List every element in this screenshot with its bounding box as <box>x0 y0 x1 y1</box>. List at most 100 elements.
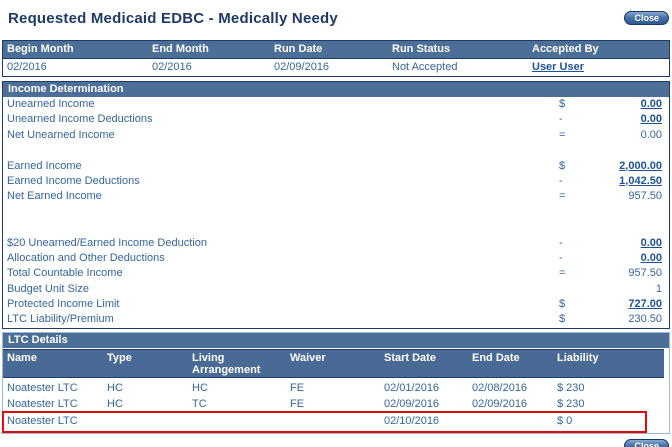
income-row-unearned: Unearned Income $ 0.00 <box>3 97 669 112</box>
row-label: LTC Liability/Premium <box>7 313 114 326</box>
column-header-type: Type <box>107 351 132 364</box>
row-operator: $ <box>559 298 566 311</box>
row-label: Allocation and Other Deductions <box>7 251 165 264</box>
row-label: Earned Income <box>7 159 82 172</box>
run-date-value: 02/09/2016 <box>274 61 330 73</box>
column-header-liability: Liability <box>557 351 599 364</box>
end-month-value: 02/2016 <box>152 61 192 73</box>
row-label: Earned Income Deductions <box>7 174 140 187</box>
net-unearned-value: 0.00 <box>640 128 662 141</box>
top-close-container: Close <box>624 11 669 25</box>
ltc-liability: $ 230 <box>557 398 585 411</box>
income-row-net-unearned: Net Unearned Income = 0.00 <box>3 128 669 143</box>
row-label: Net Earned Income <box>7 190 102 203</box>
accepted-by-link[interactable]: User User <box>532 61 584 73</box>
ltc-end-date: 02/08/2016 <box>472 381 528 394</box>
ltc-start-date: 02/01/2016 <box>384 381 440 394</box>
row-operator: = <box>559 128 566 141</box>
row-operator: - <box>559 113 563 126</box>
net-earned-value: 957.50 <box>628 190 662 203</box>
column-header-start-date: Start Date <box>384 351 436 364</box>
ltc-living-arrangement: TC <box>192 398 207 411</box>
income-row-20-deduction: $20 Unearned/Earned Income Deduction - 0… <box>3 236 669 251</box>
ltc-end-date: 02/09/2016 <box>472 398 528 411</box>
ltc-name: Noatester LTC <box>7 398 78 411</box>
ltc-table-body: Noatester LTC HC HC FE 02/01/2016 02/08/… <box>2 378 669 434</box>
ltc-waiver: FE <box>290 398 305 411</box>
row-operator: - <box>559 174 563 187</box>
ltc-details-section: LTC Details Name Type Living Arrangement… <box>2 331 670 435</box>
ltc-liability-value: 230.50 <box>628 313 662 326</box>
ltc-waiver: FE <box>290 381 305 394</box>
column-header-living-arrangement: Living Arrangement <box>192 351 261 376</box>
ltc-details-header: LTC Details <box>3 332 669 348</box>
ltc-table-row: Noatester LTC HC HC FE 02/01/2016 02/08/… <box>3 380 669 397</box>
column-header-name: Name <box>7 351 37 364</box>
ltc-end-date <box>468 413 553 430</box>
income-row-ltc-liability: LTC Liability/Premium $ 230.50 <box>3 312 669 327</box>
ltc-living-arrangement: HC <box>192 381 208 394</box>
ltc-living-arrangement <box>188 413 286 430</box>
income-row-net-earned: Net Earned Income = 957.50 <box>3 189 669 204</box>
run-status-value: Not Accepted <box>392 61 458 73</box>
earned-income-link[interactable]: 2,000.00 <box>619 159 662 172</box>
ltc-start-date: 02/09/2016 <box>384 398 440 411</box>
ltc-waiver <box>286 413 380 430</box>
ltc-column-header-row: Name Type Living Arrangement Waiver Star… <box>3 348 664 378</box>
begin-month-value: 02/2016 <box>7 61 47 73</box>
income-row-earned-deductions: Earned Income Deductions - 1,042.50 <box>3 174 669 189</box>
budget-unit-size-value: 1 <box>655 282 662 295</box>
edbc-summary-table: Begin Month End Month Run Date Run Statu… <box>2 40 670 77</box>
row-label: Protected Income Limit <box>7 298 120 311</box>
row-operator: $ <box>559 313 566 326</box>
row-label: $20 Unearned/Earned Income Deduction <box>7 236 207 249</box>
ltc-liability: $ 230 <box>557 381 585 394</box>
ltc-type: HC <box>107 381 123 394</box>
income-row-blank <box>3 143 669 158</box>
income-row-unearned-deductions: Unearned Income Deductions - 0.00 <box>3 112 669 127</box>
income-row-total-countable: Total Countable Income = 957.50 <box>3 266 669 281</box>
column-header-waiver: Waiver <box>290 351 326 364</box>
earned-deductions-link[interactable]: 1,042.50 <box>619 174 662 187</box>
summary-data-row: 02/2016 02/2016 02/09/2016 Not Accepted … <box>3 59 669 76</box>
column-header-begin-month: Begin Month <box>7 43 74 55</box>
ltc-table-row: Noatester LTC HC TC FE 02/09/2016 02/09/… <box>3 396 669 413</box>
page-title: Requested Medicaid EDBC - Medically Need… <box>8 10 338 27</box>
income-row-earned: Earned Income $ 2,000.00 <box>3 159 669 174</box>
row-operator: - <box>559 251 563 264</box>
column-header-end-date: End Date <box>472 351 520 364</box>
ltc-liability: $ 0 <box>557 414 573 427</box>
row-label: Total Countable Income <box>7 267 123 280</box>
row-operator: $ <box>559 98 566 110</box>
income-row-blank <box>3 205 669 220</box>
protected-income-limit-link[interactable]: 727.00 <box>628 298 662 311</box>
unearned-income-link[interactable]: 0.00 <box>640 98 662 110</box>
column-header-accepted-by: Accepted By <box>532 43 599 55</box>
income-row-budget-unit: Budget Unit Size 1 <box>3 282 669 297</box>
summary-header-row: Begin Month End Month Run Date Run Statu… <box>3 41 669 59</box>
ltc-type <box>103 413 188 430</box>
ltc-table-row-highlighted: Noatester LTC 02/10/2016 $ 0 <box>2 410 669 433</box>
allocation-deductions-link[interactable]: 0.00 <box>640 251 662 264</box>
income-determination-section: Income Determination Unearned Income $ 0… <box>2 81 670 329</box>
close-button-bottom[interactable]: Close <box>624 439 669 447</box>
twenty-deduction-link[interactable]: 0.00 <box>640 236 662 249</box>
row-operator: = <box>559 267 566 280</box>
bottom-close-container: Close <box>0 439 669 447</box>
total-countable-value: 957.50 <box>628 267 662 280</box>
row-label: Unearned Income Deductions <box>7 113 153 126</box>
row-operator: = <box>559 190 566 203</box>
income-row-protected-limit: Protected Income Limit $ 727.00 <box>3 297 669 312</box>
close-button-top[interactable]: Close <box>624 11 669 25</box>
ltc-name: Noatester LTC <box>7 414 78 427</box>
column-header-run-status: Run Status <box>392 43 451 55</box>
column-header-end-month: End Month <box>152 43 209 55</box>
ltc-start-date: 02/10/2016 <box>384 414 440 427</box>
income-row-blank <box>3 220 669 235</box>
unearned-deductions-link[interactable]: 0.00 <box>640 113 662 126</box>
row-label: Budget Unit Size <box>7 282 89 295</box>
row-label: Net Unearned Income <box>7 128 115 141</box>
income-row-allocation: Allocation and Other Deductions - 0.00 <box>3 251 669 266</box>
ltc-name: Noatester LTC <box>7 381 78 394</box>
column-header-run-date: Run Date <box>274 43 323 55</box>
